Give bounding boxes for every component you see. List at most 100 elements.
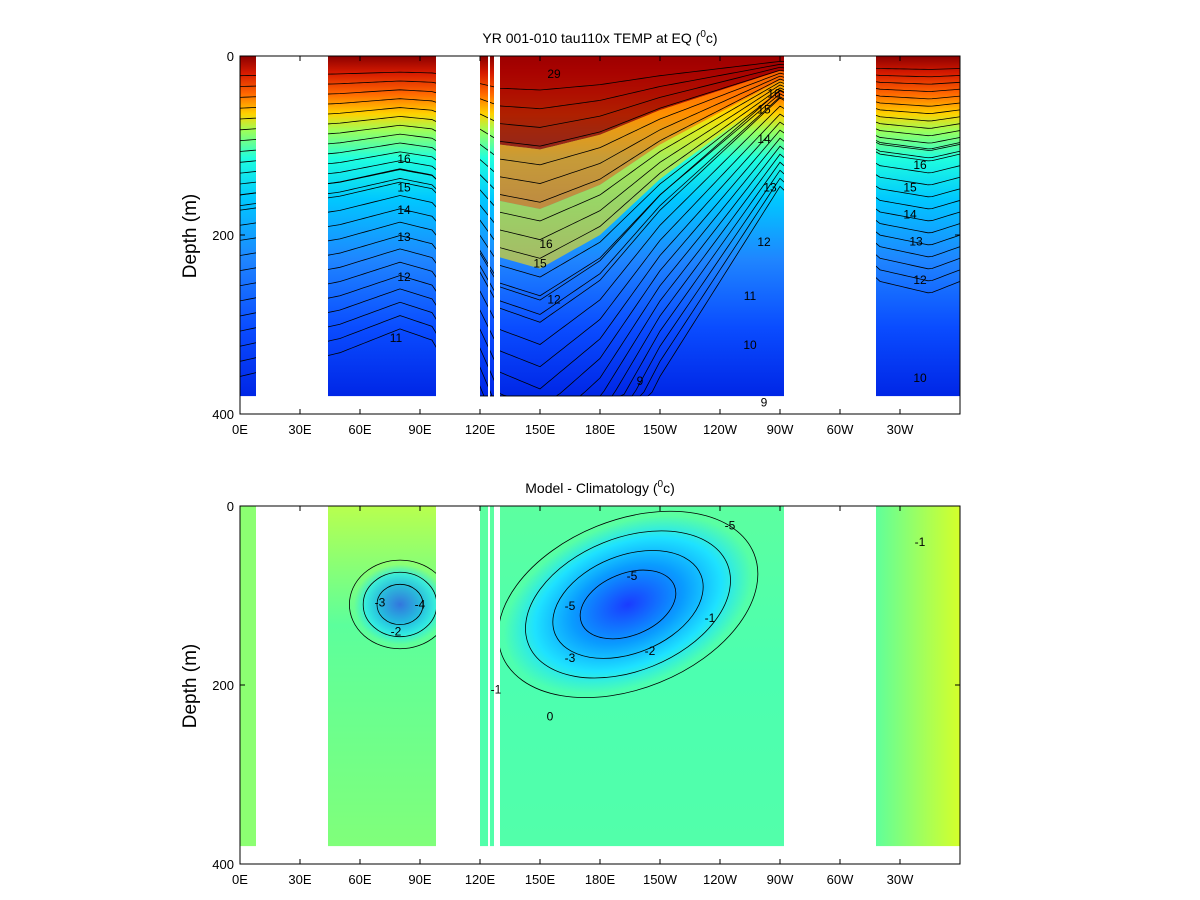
anomaly-contour bbox=[376, 583, 424, 625]
x-tick-label: 120W bbox=[703, 872, 738, 887]
x-tick-label: 60E bbox=[348, 422, 371, 437]
y-axis-label-anomaly: Depth (m) bbox=[180, 644, 201, 728]
x-tick-label: 180E bbox=[585, 422, 616, 437]
ocean-segment bbox=[876, 506, 960, 847]
contour-label: 9 bbox=[761, 395, 768, 409]
ocean-segment bbox=[490, 506, 494, 847]
contour-label: 12 bbox=[913, 273, 927, 287]
cold-anomaly-core bbox=[503, 515, 753, 694]
y-tick-label: 400 bbox=[212, 407, 234, 422]
y-axis-ticks-anomaly: 0 200 400 bbox=[212, 499, 960, 872]
contour-label: 10 bbox=[743, 338, 757, 352]
contour-label: 9 bbox=[637, 374, 644, 388]
contour-label: -5 bbox=[565, 599, 576, 613]
ocean-segment bbox=[490, 56, 494, 397]
panel-temperature: YR 001-010 tau110x TEMP at EQ (0c) Depth… bbox=[180, 29, 961, 437]
contour-label: 12 bbox=[397, 270, 411, 284]
x-tick-label: 0E bbox=[232, 872, 248, 887]
x-tick-label: 30W bbox=[887, 422, 914, 437]
contour-label: 10 bbox=[913, 371, 927, 385]
anomaly-contour bbox=[552, 550, 704, 659]
thermocline-layer bbox=[500, 80, 784, 269]
y-tick-label: 200 bbox=[212, 228, 234, 243]
ocean-segment bbox=[240, 506, 256, 847]
contour-label: -3 bbox=[565, 651, 576, 665]
anomaly-contour bbox=[525, 530, 731, 679]
contour-label: 16 bbox=[767, 87, 781, 101]
y-tick-label: 200 bbox=[212, 678, 234, 693]
x-tick-label: 30W bbox=[887, 872, 914, 887]
x-tick-label: 120E bbox=[465, 872, 496, 887]
contour-label: -2 bbox=[645, 644, 656, 658]
contour-label: -1 bbox=[915, 535, 926, 549]
x-tick-label: 30E bbox=[288, 422, 311, 437]
anomaly-contour bbox=[579, 569, 677, 640]
x-tick-label: 150E bbox=[525, 422, 556, 437]
y-axis-label-temperature: Depth (m) bbox=[180, 194, 201, 278]
contour-label: -1 bbox=[491, 682, 502, 696]
y-tick-label: 400 bbox=[212, 857, 234, 872]
contour-label: -1 bbox=[705, 611, 716, 625]
x-tick-label: 60W bbox=[827, 422, 854, 437]
warm-layer bbox=[500, 56, 784, 210]
x-tick-label: 180E bbox=[585, 872, 616, 887]
chart-title-temperature: YR 001-010 tau110x TEMP at EQ (0c) bbox=[482, 29, 717, 46]
x-axis-ticks-anomaly: 0E 30E 60E 90E 120E 150E 180E 150W 120W 90W 60W 30W bbox=[232, 506, 914, 887]
contour-label: 12 bbox=[757, 235, 771, 249]
contour-labels-anomaly: -5 -5 -3 -2 -2 -3 -4 -5 -1 0 -1 -1 bbox=[375, 519, 926, 724]
contour-label: -5 bbox=[725, 519, 736, 533]
x-tick-label: 30E bbox=[288, 872, 311, 887]
ocean-segment bbox=[480, 506, 488, 847]
panel-anomaly: Model - Climatology (0c) Depth (m) -5-5-… bbox=[180, 479, 961, 887]
x-tick-label: 90E bbox=[408, 422, 431, 437]
ocean-field-anomaly bbox=[240, 506, 960, 847]
contour-label: 11 bbox=[390, 331, 403, 345]
anomaly-contours bbox=[348, 510, 759, 699]
anomaly-contour bbox=[497, 510, 759, 699]
chart-title-anomaly: Model - Climatology (0c) bbox=[525, 479, 675, 496]
ocean-segment bbox=[328, 506, 436, 847]
x-tick-label: 60W bbox=[827, 872, 854, 887]
contour-label: 16 bbox=[397, 152, 411, 166]
contour-label: 14 bbox=[757, 132, 771, 146]
x-tick-label: 120W bbox=[703, 422, 738, 437]
cold-anomaly-west bbox=[354, 564, 446, 645]
contour-label: 13 bbox=[397, 230, 411, 244]
contour-label: -4 bbox=[415, 597, 426, 611]
x-tick-label: 150W bbox=[643, 422, 678, 437]
contour-label: 15 bbox=[397, 181, 411, 195]
contour-label: 13 bbox=[763, 181, 777, 195]
contour-label: -2 bbox=[391, 624, 402, 638]
y-tick-label: 0 bbox=[227, 49, 234, 64]
contour-label: 16 bbox=[913, 158, 927, 172]
ocean-segment bbox=[328, 56, 436, 397]
contour-labels-temperature: 11 12 13 14 15 16 10 11 12 13 14 15 16 9 9 29 12 15 16 10 12… bbox=[390, 67, 927, 409]
contour-label: 29 bbox=[547, 67, 561, 81]
x-axis-ticks-temperature: 0E 30E 60E 90E 120E 150E 180E 150W 120W 90W 60W 30W bbox=[232, 56, 914, 437]
x-tick-label: 150W bbox=[643, 872, 678, 887]
contour-label: 12 bbox=[547, 292, 561, 306]
contour-label: 0 bbox=[547, 709, 554, 723]
contour-label: 15 bbox=[757, 103, 771, 117]
x-tick-label: 120E bbox=[465, 422, 496, 437]
ocean-segment bbox=[240, 56, 256, 397]
contour-label: 15 bbox=[903, 181, 917, 195]
contour-label: 16 bbox=[539, 237, 553, 251]
x-tick-label: 0E bbox=[232, 422, 248, 437]
ocean-segment bbox=[876, 56, 960, 397]
contour-label: 13 bbox=[909, 234, 923, 248]
x-tick-label: 90E bbox=[408, 872, 431, 887]
x-tick-label: 150E bbox=[525, 872, 556, 887]
x-tick-label: 60E bbox=[348, 872, 371, 887]
contour-label: 11 bbox=[744, 289, 757, 303]
x-tick-label: 90W bbox=[767, 872, 794, 887]
x-tick-label: 90W bbox=[767, 422, 794, 437]
y-axis-ticks-temperature: 0 200 400 bbox=[212, 49, 960, 422]
contour-label: 14 bbox=[903, 207, 917, 221]
contour-label: -5 bbox=[627, 569, 638, 583]
contour-label: -3 bbox=[375, 596, 386, 610]
contour-label: 15 bbox=[533, 257, 547, 271]
y-tick-label: 0 bbox=[227, 499, 234, 514]
contour-label: 14 bbox=[397, 203, 411, 217]
